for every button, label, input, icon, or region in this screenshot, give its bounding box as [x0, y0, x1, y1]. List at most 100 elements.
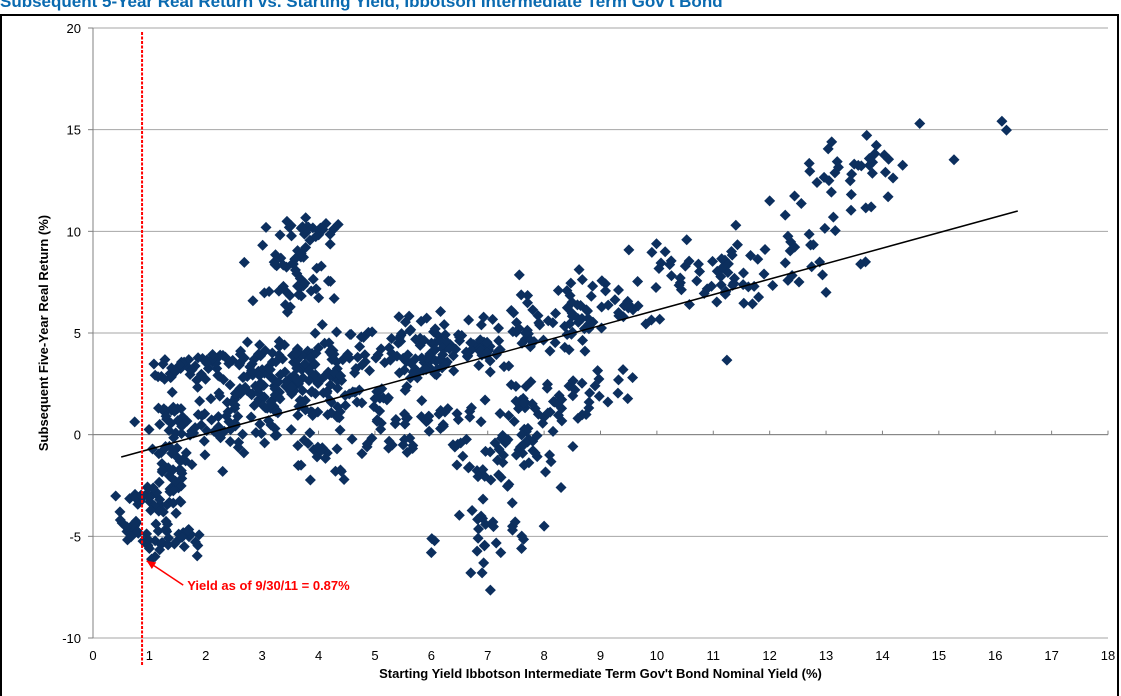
data-point	[121, 521, 133, 533]
data-point	[295, 222, 307, 234]
data-point	[707, 255, 719, 267]
data-point	[176, 420, 188, 432]
data-point	[178, 541, 190, 553]
data-point	[322, 275, 334, 287]
trendline	[120, 210, 1018, 458]
data-point	[217, 349, 229, 361]
data-point	[114, 506, 126, 518]
data-point	[573, 264, 585, 276]
x-tick-label: 5	[371, 648, 378, 663]
data-point	[253, 370, 265, 382]
data-point	[764, 195, 776, 207]
data-point	[397, 439, 409, 451]
data-point	[328, 293, 340, 305]
data-point	[502, 480, 514, 492]
data-point	[465, 402, 477, 414]
data-point	[186, 459, 198, 471]
x-tick-label: 7	[484, 648, 491, 663]
data-point	[370, 352, 382, 364]
gridlines	[93, 27, 1108, 639]
data-point	[399, 418, 411, 430]
data-point	[582, 305, 594, 317]
data-point	[237, 428, 249, 440]
data-point	[472, 513, 484, 525]
y-axis-title: Subsequent Five-Year Real Return (%)	[36, 215, 51, 451]
data-point	[255, 428, 267, 440]
data-point	[752, 253, 764, 265]
data-point	[612, 387, 624, 399]
data-point	[887, 172, 899, 184]
data-point	[305, 285, 317, 297]
data-point	[462, 350, 474, 362]
data-point	[996, 115, 1008, 127]
data-point	[593, 390, 605, 402]
data-point	[273, 285, 285, 297]
data-point	[277, 259, 289, 271]
data-point	[170, 507, 182, 519]
data-point	[623, 244, 635, 256]
data-point	[464, 461, 476, 473]
data-point	[429, 535, 441, 547]
data-point	[826, 136, 838, 148]
data-point	[538, 520, 550, 532]
data-point	[299, 277, 311, 289]
data-point	[753, 291, 765, 303]
data-point	[212, 369, 224, 381]
data-point	[855, 160, 867, 172]
data-point	[550, 307, 562, 319]
x-tick-label: 2	[202, 648, 209, 663]
data-point	[576, 274, 588, 286]
data-point	[435, 306, 447, 318]
data-point	[552, 285, 564, 297]
data-point	[782, 274, 794, 286]
data-point	[201, 357, 213, 369]
data-point	[513, 322, 525, 334]
data-point	[803, 228, 815, 240]
data-point	[247, 295, 259, 307]
data-point	[494, 408, 506, 420]
data-point	[503, 410, 515, 422]
data-point	[484, 355, 496, 367]
data-point	[510, 449, 522, 461]
data-point	[309, 359, 321, 371]
data-point	[299, 358, 311, 370]
data-point	[223, 358, 235, 370]
data-point	[526, 398, 538, 410]
data-point	[537, 334, 549, 346]
y-tick-label: -10	[62, 631, 81, 646]
data-point	[632, 276, 644, 288]
data-point	[531, 430, 543, 442]
data-point	[273, 376, 285, 388]
y-tick-label: 10	[67, 224, 81, 239]
data-point	[481, 336, 493, 348]
data-point	[779, 257, 791, 269]
data-point	[585, 290, 597, 302]
data-point	[759, 244, 771, 256]
data-point	[286, 230, 298, 242]
data-point	[402, 349, 414, 361]
data-point	[143, 423, 155, 435]
data-point	[870, 139, 882, 151]
data-point	[478, 540, 490, 552]
data-point	[811, 176, 823, 188]
data-point	[324, 238, 336, 250]
data-point	[513, 269, 525, 281]
data-point	[640, 318, 652, 330]
data-point	[767, 280, 779, 292]
data-point	[154, 418, 166, 430]
data-point	[224, 436, 236, 448]
data-point	[295, 290, 307, 302]
data-point	[1000, 124, 1012, 136]
data-point	[160, 410, 172, 422]
data-point	[312, 342, 324, 354]
data-point	[793, 276, 805, 288]
data-point	[816, 269, 828, 281]
data-point	[466, 505, 478, 517]
data-point	[292, 409, 304, 421]
data-point	[234, 357, 246, 369]
data-point	[438, 319, 450, 331]
data-point	[451, 459, 463, 471]
data-point	[307, 409, 319, 421]
data-point	[474, 345, 486, 357]
data-point	[285, 381, 297, 393]
